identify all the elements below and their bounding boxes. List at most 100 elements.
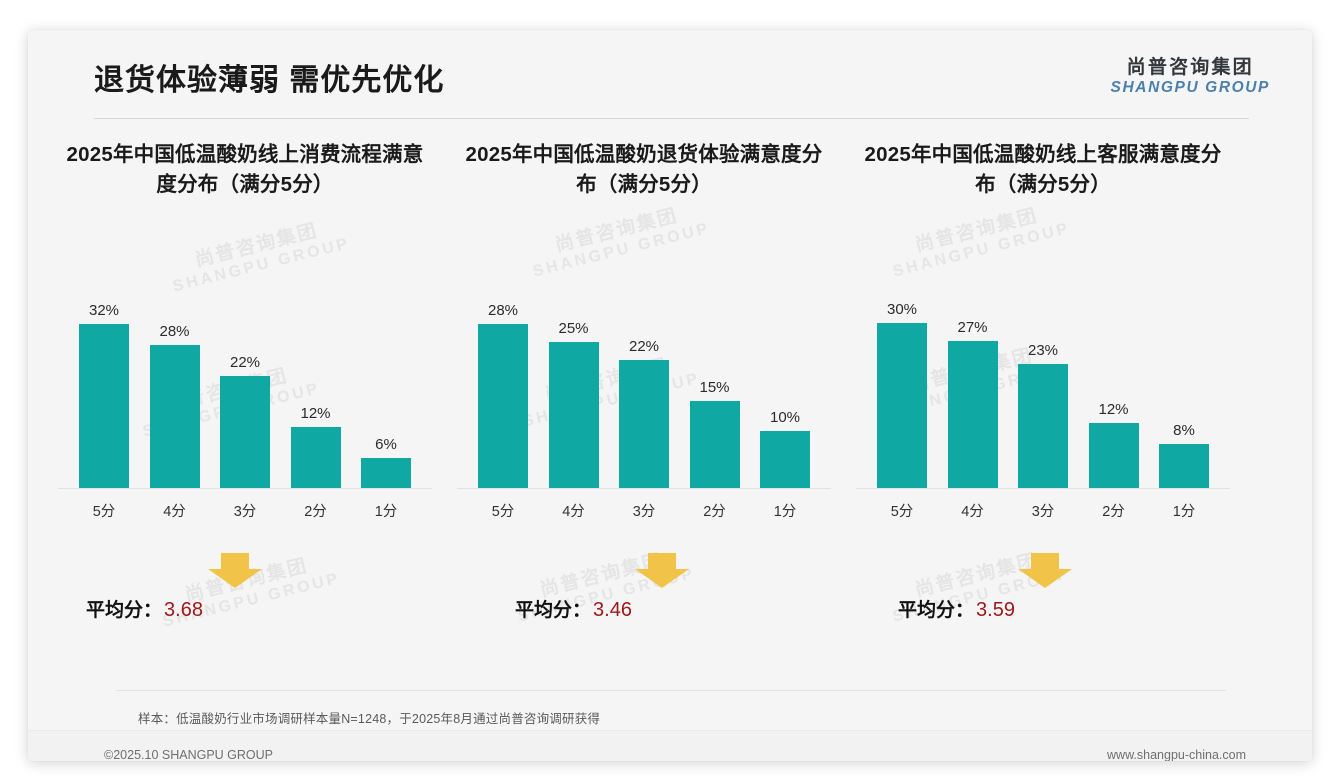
bar-item: 27% [941, 259, 1005, 489]
bar-value-label: 22% [229, 354, 261, 371]
x-axis-tick: 5分 [92, 504, 116, 520]
bar-item: 23% [1011, 259, 1075, 489]
bar-rect [619, 360, 669, 489]
bar-item: 10% [753, 259, 817, 489]
bar-value-label: 8% [1173, 422, 1195, 439]
x-axis-tick: 3分 [233, 504, 257, 520]
bar-rect [877, 323, 927, 489]
arrow-stem [221, 553, 249, 570]
x-axis-line [58, 488, 432, 489]
bar-value-label: 12% [1098, 401, 1129, 418]
bar-item: 12% [284, 259, 348, 489]
bar-item: 30% [870, 259, 934, 489]
bar-value-label: 30% [886, 301, 918, 318]
x-axis-line [457, 488, 831, 489]
x-axis-tick: 5分 [890, 504, 914, 520]
arrow-head [1018, 569, 1072, 588]
bar-item: 6% [354, 259, 418, 489]
bar-value-label: 25% [558, 320, 589, 337]
average-score-value: 3.59 [976, 599, 1015, 621]
down-arrow-icon [1018, 553, 1072, 588]
x-axis-tick: 4分 [163, 504, 186, 520]
header-divider [94, 118, 1249, 119]
x-axis-tick: 2分 [304, 504, 327, 520]
bar-rect [1018, 364, 1068, 489]
bar-value-label: 15% [699, 379, 730, 396]
bar-value-label: 10% [769, 409, 801, 426]
chart-title: 2025年中国低温酸奶线上消费流程满意度分布（满分5分） [66, 143, 424, 196]
arrow-head [208, 569, 262, 588]
bar-rect [1088, 423, 1139, 489]
bar-value-label: 32% [88, 302, 120, 319]
bar-item: 25% [542, 259, 606, 489]
chart-panel-consumption-flow: 2025年中国低温酸奶线上消费流程满意度分布（满分5分） 32% 28% 22% [50, 140, 440, 633]
average-score-label: 平均分： [898, 600, 975, 621]
logo-english-text: SHANGPU GROUP [1110, 78, 1270, 96]
bar-rect [689, 401, 740, 489]
sample-footnote: 样本：低温酸奶行业市场调研样本量N=1248，于2025年8月通过尚普咨询调研获… [138, 712, 601, 726]
bar-item: 22% [213, 259, 277, 489]
bar-group: 30% 27% 23% 12% [870, 259, 1216, 489]
bar-rect [290, 427, 341, 489]
arrow-stem [648, 553, 676, 570]
bar-item: 15% [683, 259, 747, 489]
average-score-label: 平均分： [515, 600, 592, 621]
bar-group: 28% 25% 22% 15% [471, 259, 817, 489]
x-axis-tick-labels: 5分 4分 3分 2分 1分 [471, 500, 817, 521]
x-axis-tick: 4分 [562, 504, 585, 520]
bar-rect [361, 458, 411, 489]
x-axis-line [856, 488, 1230, 489]
bar-rect [947, 341, 998, 489]
bar-rect [760, 431, 810, 489]
bar-group: 32% 28% 22% 12% [72, 259, 418, 489]
chart-title: 2025年中国低温酸奶线上客服满意度分布（满分5分） [864, 143, 1222, 196]
average-score-value: 3.68 [164, 599, 203, 621]
x-axis-tick-labels: 5分 4分 3分 2分 1分 [72, 500, 418, 521]
bar-rect [79, 324, 129, 489]
chart-title: 2025年中国低温酸奶退货体验满意度分布（满分5分） [465, 143, 823, 196]
bar-value-label: 12% [300, 405, 331, 422]
website-link[interactable]: www.shangpu-china.com [1107, 748, 1246, 761]
x-axis-tick: 3分 [632, 504, 656, 520]
bar-chart: 32% 28% 22% 12% [58, 259, 432, 520]
x-axis-tick: 5分 [491, 504, 515, 520]
bar-value-label: 27% [957, 319, 988, 336]
bar-chart: 30% 27% 23% 12% [856, 259, 1230, 520]
page-title: 退货体验薄弱 需优先优化 [94, 64, 445, 97]
bar-value-label: 6% [375, 436, 397, 453]
average-score-value: 3.46 [593, 599, 632, 621]
bar-chart: 28% 25% 22% 15% [457, 259, 831, 520]
bar-value-label: 23% [1027, 342, 1059, 359]
bar-item: 28% [471, 259, 535, 489]
arrow-head [635, 569, 689, 588]
bar-value-label: 28% [159, 323, 190, 340]
x-axis-tick-labels: 5分 4分 3分 2分 1分 [870, 500, 1216, 521]
x-axis-tick: 1分 [1172, 504, 1196, 520]
average-score-block: 平均分： 3.59 [856, 553, 1230, 633]
average-score-text: 平均分： 3.46 [515, 595, 632, 622]
arrow-stem [1031, 553, 1059, 570]
brand-logo: 尚普咨询集团 SHANGPU GROUP [1110, 57, 1270, 96]
x-axis-tick: 2分 [703, 504, 726, 520]
bar-item: 22% [612, 259, 676, 489]
average-score-block: 平均分： 3.46 [457, 553, 831, 633]
bar-rect [1159, 444, 1209, 489]
bar-item: 8% [1152, 259, 1216, 489]
x-axis-tick: 3分 [1031, 504, 1055, 520]
chart-panel-return-experience: 2025年中国低温酸奶退货体验满意度分布（满分5分） 28% 25% 22% [449, 140, 839, 633]
average-score-label: 平均分： [86, 600, 163, 621]
x-axis-tick: 4分 [961, 504, 984, 520]
charts-container: 2025年中国低温酸奶线上消费流程满意度分布（满分5分） 32% 28% 22% [28, 140, 1312, 633]
chart-panel-customer-service: 2025年中国低温酸奶线上客服满意度分布（满分5分） 30% 27% 23% [848, 140, 1238, 633]
bar-item: 32% [72, 259, 136, 489]
slide-footer: ©2025.10 SHANGPU GROUP www.shangpu-china… [28, 730, 1312, 761]
bar-rect [149, 345, 200, 489]
bar-rect [548, 342, 599, 489]
slide-canvas: 尚普咨询集团 SHANGPU GROUP 尚普咨询集团 SHANGPU GROU… [28, 30, 1312, 761]
bar-value-label: 28% [487, 302, 519, 319]
bar-item: 28% [143, 259, 207, 489]
bar-rect [478, 324, 528, 489]
footer-divider [28, 730, 1312, 731]
bar-item: 12% [1082, 259, 1146, 489]
x-axis-tick: 1分 [374, 504, 398, 520]
